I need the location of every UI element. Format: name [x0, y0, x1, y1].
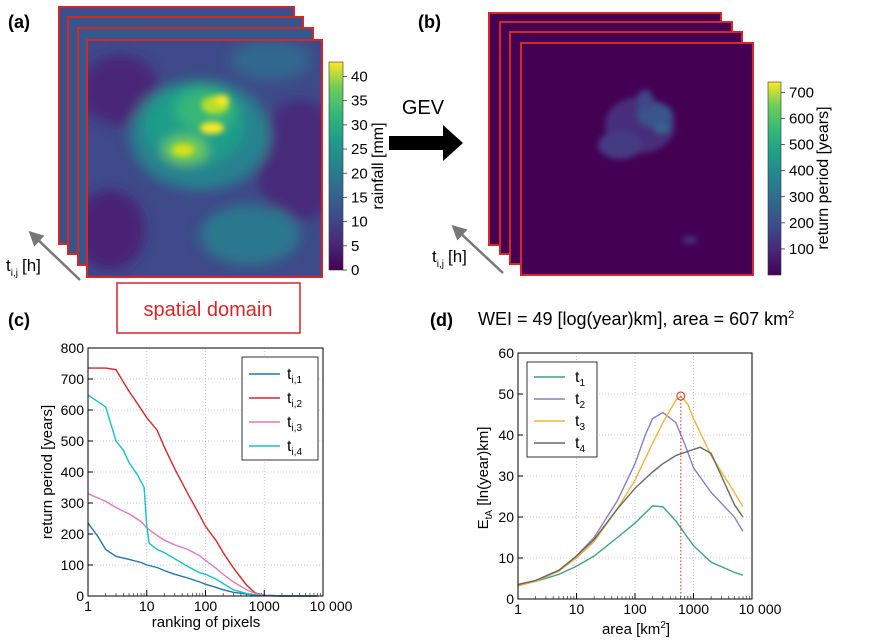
legend-entry: t1: [575, 369, 585, 389]
y-tick-label: 100: [61, 557, 85, 573]
time-axis-label-b: ti,j [h]: [432, 247, 467, 270]
max-marker: [676, 391, 686, 401]
colorbar-tick-label: 600: [789, 111, 814, 128]
series-line-ti-4: [87, 394, 318, 597]
colorbar-tick-label: 40: [351, 69, 368, 86]
legend-entry: t3: [575, 413, 585, 433]
return-period-map-front: [520, 42, 754, 276]
legend-entry: t2: [575, 391, 585, 411]
time-axis-arrow-a: [28, 230, 81, 281]
legend: ti,1 ti,2 ti,3 ti,4: [241, 356, 319, 461]
colorbar-tick-label: 5: [351, 238, 359, 255]
rainfall-map-front: [86, 39, 323, 278]
y-axis-label: EtA [ln(year)km]: [475, 427, 495, 530]
y-tick-label: 50: [498, 386, 514, 402]
y-tick-label: 60: [498, 345, 514, 361]
colorbar-tick-label: 400: [789, 163, 814, 180]
series-line-t1: [517, 505, 744, 586]
panel-a-label: (a): [8, 12, 30, 32]
spatial-domain-label: spatial domain: [144, 299, 273, 321]
legend-frame: [526, 361, 598, 458]
colorbar-tick-label: 20: [351, 165, 368, 182]
colorbar-tick-label: 300: [789, 189, 814, 206]
legend-entry: ti,2: [287, 390, 302, 410]
panel-d: (d) WEI = 49 [log(year)km], area = 607 k…: [430, 309, 794, 638]
rainfall-map-stack: [58, 6, 323, 278]
return-period-colorbar: [767, 81, 782, 276]
y-tick-label: 800: [61, 340, 85, 356]
colorbar-tick-label: 500: [789, 137, 814, 154]
gev-arrow-shape: [389, 125, 463, 161]
x-tick-label: 1: [84, 598, 92, 614]
y-tick-label: 300: [61, 495, 85, 511]
rainfall-colorbar-ticks: 0 5 10 15 20 25 30 35 40: [343, 69, 368, 279]
spatial-domain-box: [116, 282, 301, 334]
y-tick-label: 600: [61, 402, 85, 418]
colorbar-tick-label: 25: [351, 141, 368, 158]
wei-area-chart: 1 10 100 1000 10 000 0 10 20 30 40 50 60 area [km2] E…: [475, 345, 782, 638]
x-tick-label: 10 000: [310, 598, 353, 614]
wei-headline: WEI = 49 [log(year)km], area = 607 km2: [478, 309, 794, 329]
colorbar-tick-label: 30: [351, 117, 368, 134]
series-line-t4: [517, 446, 744, 586]
x-tick-label: 1000: [249, 598, 280, 614]
return-period-colorbar-ticks: 100 200 300 400 500 600 700: [781, 84, 814, 258]
gev-label: GEV: [402, 97, 445, 119]
panel-a: (a): [6, 6, 387, 334]
rainfall-colorbar-label: rainfall [mm]: [370, 122, 387, 209]
y-tick-label: 20: [498, 509, 514, 525]
y-tick-label: 40: [498, 427, 514, 443]
x-axis-label: ranking of pixels: [152, 614, 260, 631]
legend-frame: [241, 356, 319, 461]
y-tick-label: 400: [61, 464, 85, 480]
series-line-t3: [517, 395, 744, 587]
return-period-colorbar-label: return period [years]: [815, 106, 832, 249]
colorbar-tick-label: 100: [789, 241, 814, 258]
y-tick-label: 500: [61, 433, 85, 449]
y-tick-label: 0: [76, 588, 84, 604]
legend-entry: t4: [575, 435, 585, 455]
x-tick-label: 1000: [678, 601, 709, 617]
x-tick-label: 1: [514, 601, 522, 617]
time-axis-arrow-b: [451, 224, 504, 274]
return-period-map-stack: [488, 12, 754, 276]
gev-arrow: GEV: [389, 97, 463, 161]
x-tick-label: 100: [194, 598, 218, 614]
colorbar-tick-label: 200: [789, 215, 814, 232]
colorbar-tick-label: 700: [789, 84, 814, 101]
y-tick-label: 30: [498, 468, 514, 484]
x-tick-label: 10: [569, 601, 585, 617]
colorbar-tick-label: 10: [351, 214, 368, 231]
rainfall-colorbar: [328, 61, 344, 271]
y-tick-label: 200: [61, 526, 85, 542]
time-axis-label-a: ti,j [h]: [6, 256, 41, 279]
colorbar-tick-label: 15: [351, 189, 368, 206]
y-tick-label: 10: [498, 550, 514, 566]
colorbar-tick-label: 0: [351, 262, 359, 279]
y-axis-label: return period [years]: [39, 405, 56, 539]
x-tick-label: 100: [623, 601, 647, 617]
return-period-ranking-chart: 1 10 100 1000 10 000 0 100 200 300 400 500 600 700 80…: [39, 340, 353, 631]
y-tick-label: 700: [61, 371, 85, 387]
legend-entry: ti,3: [287, 414, 302, 434]
panel-b-label: (b): [418, 12, 441, 32]
legend-entry: ti,4: [287, 438, 302, 458]
x-tick-label: 10 000: [739, 601, 782, 617]
colorbar-tick-label: 35: [351, 93, 368, 110]
panel-c: (c) 1 10 100 1000 10 000 0 100 200 300 400 500 600 7…: [8, 310, 353, 631]
legend-entry: ti,1: [287, 366, 302, 386]
panel-d-label: (d): [430, 310, 453, 330]
panel-c-label: (c): [8, 310, 30, 330]
series-line-ti-3: [87, 493, 318, 597]
y-tick-label: 0: [506, 591, 514, 607]
x-tick-label: 10: [139, 598, 155, 614]
x-axis-label: area [km2]: [602, 620, 670, 638]
